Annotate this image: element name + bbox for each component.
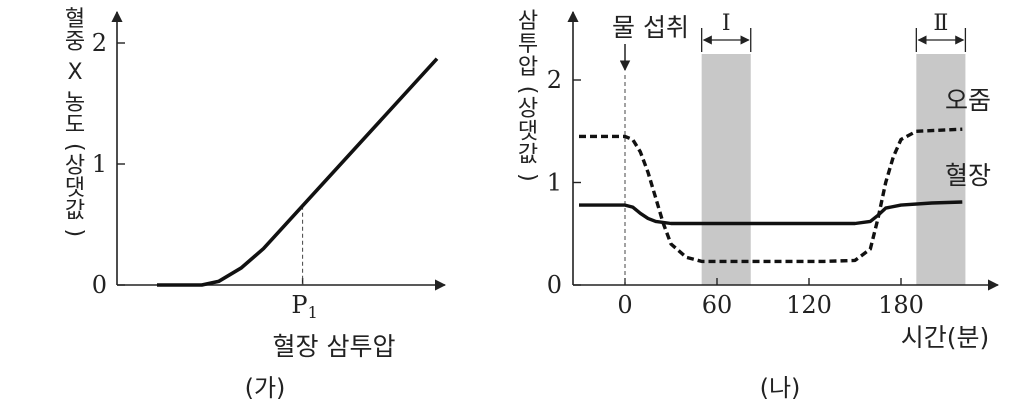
svg-text:상: 상 — [65, 153, 85, 178]
svg-text:도: 도 — [65, 113, 85, 138]
y-axis-label-vertical: 삼투압 (상댓값) — [515, 9, 540, 182]
series-line-ga — [157, 57, 439, 287]
series-line-urine — [579, 127, 963, 264]
x-axis-label: 시간(분) — [901, 323, 990, 352]
caption-na: (나) — [760, 374, 801, 402]
x-tick-label: 60 — [702, 291, 733, 319]
svg-text:): ) — [62, 228, 87, 237]
p1-marker-label: P1 — [291, 291, 317, 322]
svg-text:댓: 댓 — [518, 119, 538, 144]
y-tick-label: 1 — [547, 169, 562, 197]
svg-text:상: 상 — [518, 96, 538, 121]
svg-text:X: X — [67, 60, 82, 85]
series-label-urine: 오줌 — [945, 86, 991, 115]
svg-text:값: 값 — [518, 142, 538, 167]
period-label-1: Ⅰ — [722, 11, 731, 36]
svg-text:댓: 댓 — [65, 176, 85, 201]
caption-ga: (가) — [245, 374, 286, 402]
svg-text:(: ( — [62, 143, 87, 152]
svg-text:압: 압 — [518, 55, 538, 80]
x-tick-label: 0 — [617, 291, 632, 319]
y-tick-label: 2 — [92, 29, 107, 57]
y-tick-label: 0 — [547, 271, 562, 299]
svg-text:삼: 삼 — [518, 9, 538, 34]
y-tick-label: 0 — [92, 271, 107, 299]
svg-text:값: 값 — [65, 198, 85, 223]
water-intake-label: 물 섭취 — [612, 13, 689, 42]
x-tick-label: 180 — [878, 291, 924, 319]
y-tick-label: 1 — [92, 150, 107, 178]
y-tick-label: 2 — [547, 66, 562, 94]
svg-text:): ) — [515, 173, 540, 182]
svg-text:투: 투 — [518, 32, 538, 57]
svg-text:농: 농 — [65, 90, 85, 115]
svg-text:(: ( — [515, 86, 540, 95]
x-axis-label: 혈장 삼투압 — [273, 332, 396, 361]
shaded-period-2 — [916, 54, 966, 285]
x-tick-label: 120 — [786, 291, 832, 319]
svg-text:중: 중 — [65, 30, 85, 55]
series-label-plasma: 혈장 — [945, 161, 991, 190]
svg-text:혈: 혈 — [65, 7, 85, 32]
shaded-period-1 — [701, 54, 751, 285]
period-label-2: Ⅱ — [933, 11, 948, 36]
series-line-plasma — [579, 200, 963, 226]
